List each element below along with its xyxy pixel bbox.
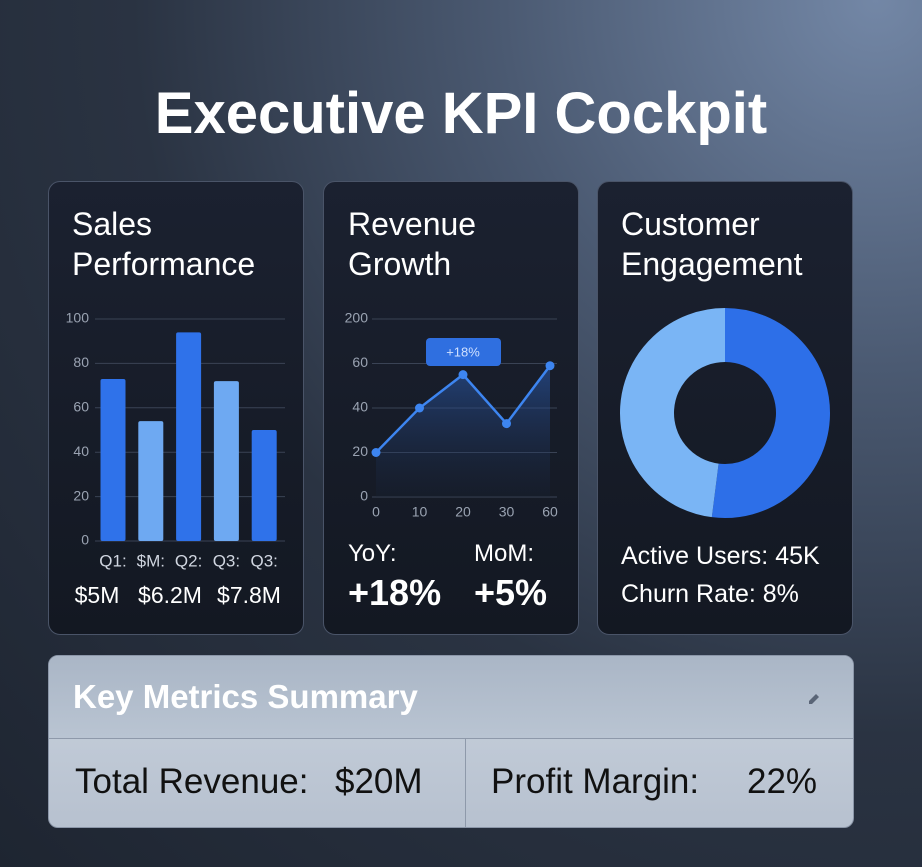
metric-value: $20M xyxy=(335,762,423,801)
x-sub-label: $6.2M xyxy=(138,582,202,608)
x-tick-label: 10 xyxy=(412,504,428,520)
y-tick-label: 60 xyxy=(352,354,368,370)
x-sub-label: $7.8M xyxy=(217,582,281,608)
x-tick-label: 30 xyxy=(499,504,515,520)
bar xyxy=(138,421,164,541)
line-point xyxy=(415,403,424,413)
x-tick-label: Q1: xyxy=(99,551,126,570)
y-tick-label: 80 xyxy=(73,354,89,370)
y-tick-label: 0 xyxy=(81,532,89,548)
y-tick-label: 20 xyxy=(352,443,368,459)
summary-title: Key Metrics Summary xyxy=(73,678,418,715)
bar xyxy=(251,430,277,541)
metric-label: Profit Margin: xyxy=(491,762,700,801)
kpi-value: +5% xyxy=(474,572,548,613)
page-title: Executive KPI Cockpit xyxy=(154,81,768,146)
card-title: Sales Performance xyxy=(72,206,256,282)
x-sub-label: $5M xyxy=(75,582,120,608)
y-tick-label: 100 xyxy=(66,310,90,326)
card-title: Revenue Growth xyxy=(348,206,477,282)
y-tick-label: 0 xyxy=(360,488,368,504)
line-point xyxy=(458,370,468,380)
y-tick-label: 20 xyxy=(73,487,89,503)
y-tick-label: 40 xyxy=(352,399,368,415)
x-tick-label: Q3: xyxy=(250,551,277,570)
engagement-text: Active Users: 45K xyxy=(621,542,820,570)
y-tick-label: 200 xyxy=(345,310,369,326)
x-tick-label: Q3: xyxy=(213,551,240,570)
kpi-value: +18% xyxy=(348,572,442,613)
summary-header xyxy=(49,656,853,739)
card-title: Customer Engagement xyxy=(621,206,803,282)
donut-segment xyxy=(620,308,727,518)
line-point xyxy=(545,361,555,371)
bar xyxy=(100,378,126,541)
x-tick-label: $M: xyxy=(137,551,165,570)
line-area xyxy=(376,365,550,497)
line-point xyxy=(502,419,511,429)
metric-label: Total Revenue: xyxy=(75,762,309,801)
x-tick-label: Q2: xyxy=(175,551,202,570)
x-tick-label: 20 xyxy=(455,504,471,520)
annotation-box xyxy=(426,338,501,366)
summary-panel: Key Metrics Summary Total Revenue: $20M … xyxy=(48,655,854,828)
metric-value: 22% xyxy=(747,762,818,801)
kpi-label: YoY: xyxy=(348,540,397,567)
engagement-text: Churn Rate: 8% xyxy=(621,580,799,608)
kpi-label: MoM: xyxy=(474,540,534,567)
x-tick-label: 0 xyxy=(372,504,380,520)
y-tick-label: 60 xyxy=(73,399,89,415)
line-point xyxy=(371,448,381,457)
x-tick-label: 60 xyxy=(542,504,558,520)
bar xyxy=(176,332,202,541)
bar xyxy=(213,381,239,541)
annotation: +18% xyxy=(446,344,480,359)
divider xyxy=(465,738,466,827)
edit-icon[interactable] xyxy=(807,692,821,706)
y-tick-label: 40 xyxy=(73,443,89,459)
donut-segment xyxy=(711,308,830,518)
